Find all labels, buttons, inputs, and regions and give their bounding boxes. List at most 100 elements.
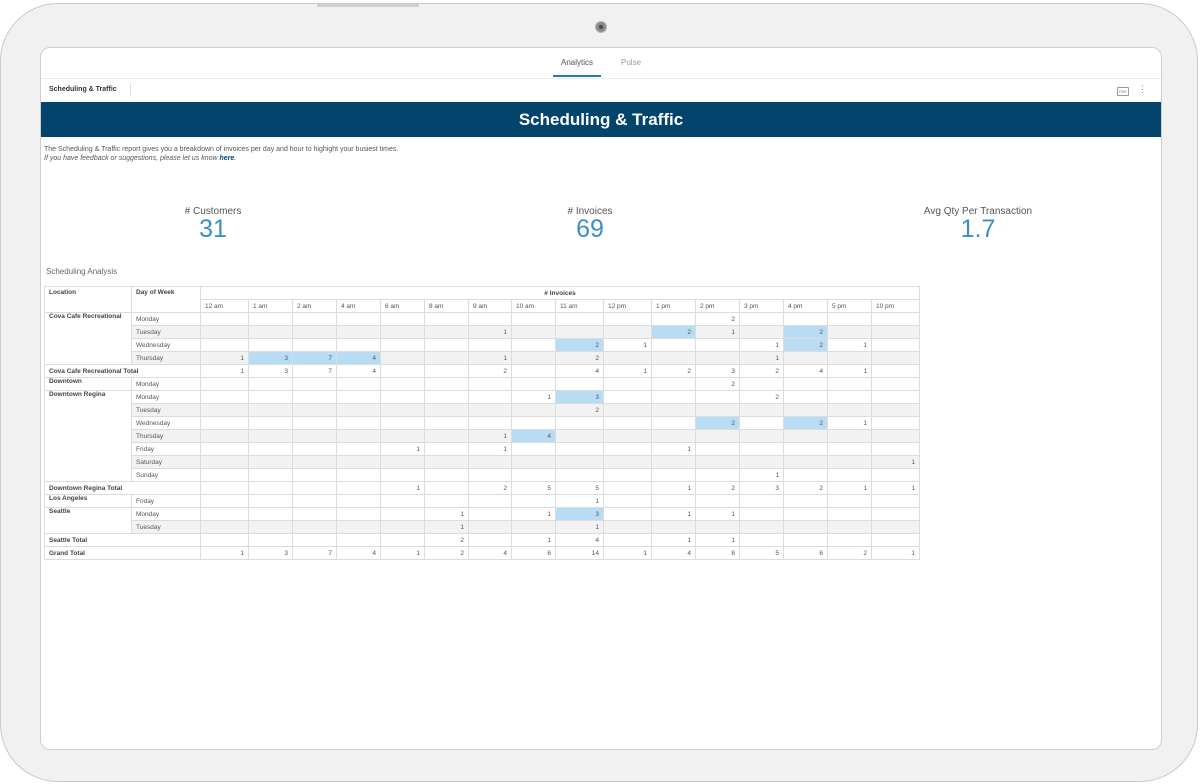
value-cell bbox=[336, 429, 381, 443]
value-cell bbox=[200, 468, 249, 482]
value-cell bbox=[827, 390, 872, 404]
table-row: Thursday 1 4 bbox=[45, 429, 920, 443]
value-cell bbox=[651, 416, 696, 430]
hour-header: 10 am bbox=[511, 299, 556, 313]
value-cell bbox=[248, 494, 293, 508]
value-cell bbox=[424, 468, 469, 482]
value-cell bbox=[651, 390, 696, 404]
value-cell bbox=[651, 494, 696, 508]
table-row: Wednesday 2 1 1 2 1 bbox=[45, 338, 920, 352]
subtotal-cell bbox=[871, 533, 920, 547]
value-cell bbox=[336, 468, 381, 482]
feedback-link[interactable]: here bbox=[219, 155, 235, 162]
value-cell bbox=[511, 403, 556, 417]
value-cell bbox=[783, 455, 828, 469]
value-cell bbox=[380, 455, 425, 469]
value-cell bbox=[651, 520, 696, 534]
value-cell bbox=[871, 351, 920, 365]
value-cell bbox=[651, 455, 696, 469]
value-cell bbox=[511, 312, 556, 326]
value-cell bbox=[783, 468, 828, 482]
value-cell bbox=[555, 455, 604, 469]
value-cell bbox=[739, 312, 784, 326]
subtotal-cell bbox=[424, 481, 469, 495]
grand-total-row: Grand Total 1 3 7 4 1 2 4 6 14 1 4 8 5 6 2 1 bbox=[44, 546, 920, 560]
subtotal-cell bbox=[603, 481, 652, 495]
subtotal-cell: 1 bbox=[827, 481, 872, 495]
subtotal-cell: 2 bbox=[739, 364, 784, 378]
grand-total-cell: 3 bbox=[248, 546, 293, 560]
pdf-icon[interactable]: PDF bbox=[1117, 87, 1129, 96]
value-cell bbox=[380, 338, 425, 352]
measure-header: # Invoices bbox=[200, 286, 920, 300]
subtotal-cell: 1 bbox=[603, 364, 652, 378]
report-tab-title[interactable]: Scheduling & Traffic bbox=[49, 86, 117, 93]
subtotal-cell bbox=[380, 364, 425, 378]
value-cell: 1 bbox=[511, 390, 556, 404]
value-cell bbox=[380, 325, 425, 339]
value-cell: 2 bbox=[695, 377, 740, 391]
value-cell bbox=[783, 377, 828, 391]
value-cell bbox=[827, 325, 872, 339]
value-cell bbox=[739, 520, 784, 534]
grand-total-cell: 8 bbox=[695, 546, 740, 560]
grand-total-label: Grand Total bbox=[44, 546, 201, 560]
value-cell: 1 bbox=[651, 507, 696, 521]
value-cell bbox=[200, 390, 249, 404]
kpi-customers: # Customers 31 bbox=[123, 206, 303, 242]
value-cell bbox=[292, 429, 337, 443]
subtotal-cell bbox=[248, 481, 293, 495]
value-cell bbox=[555, 325, 604, 339]
value-cell bbox=[827, 442, 872, 456]
subtotal-label: Seattle Total bbox=[44, 533, 201, 547]
hour-header: 11 am bbox=[555, 299, 604, 313]
value-cell bbox=[292, 312, 337, 326]
day-cell: Wednesday bbox=[131, 416, 201, 430]
value-cell bbox=[603, 442, 652, 456]
value-cell: 1 bbox=[555, 494, 604, 508]
value-cell bbox=[827, 429, 872, 443]
camera-icon bbox=[595, 21, 607, 33]
value-cell bbox=[827, 494, 872, 508]
subtotal-cell bbox=[603, 533, 652, 547]
kpi-label: Avg Qty Per Transaction bbox=[923, 206, 1033, 217]
value-cell bbox=[380, 416, 425, 430]
subtotal-cell: 4 bbox=[555, 364, 604, 378]
location-cell: Cova Cafe Recreational bbox=[44, 312, 132, 365]
value-cell: 1 bbox=[511, 507, 556, 521]
description-text: The Scheduling & Traffic report gives yo… bbox=[44, 146, 399, 153]
value-cell bbox=[380, 377, 425, 391]
value-cell bbox=[739, 416, 784, 430]
value-cell bbox=[603, 377, 652, 391]
value-cell: 2 bbox=[783, 338, 828, 352]
subtotal-cell: 3 bbox=[248, 364, 293, 378]
subtotal-cell: 7 bbox=[292, 364, 337, 378]
subtotal-cell: 5 bbox=[555, 481, 604, 495]
tablet-power-button bbox=[317, 4, 419, 7]
value-cell bbox=[424, 416, 469, 430]
tab-analytics[interactable]: Analytics bbox=[553, 58, 602, 77]
day-cell: Monday bbox=[131, 390, 201, 404]
location-cell: Downtown Regina bbox=[44, 390, 132, 482]
value-cell bbox=[603, 325, 652, 339]
value-cell bbox=[336, 507, 381, 521]
value-cell bbox=[292, 403, 337, 417]
value-cell bbox=[739, 455, 784, 469]
day-cell: Monday bbox=[131, 507, 201, 521]
table-row: Cova Cafe Recreational Monday 2 bbox=[44, 312, 920, 365]
hour-header: 3 pm bbox=[739, 299, 784, 313]
subtotal-cell: 1 bbox=[380, 481, 425, 495]
location-cell: Seattle bbox=[44, 507, 132, 534]
tab-pulse[interactable]: Pulse bbox=[621, 58, 642, 67]
value-cell: 2 bbox=[651, 325, 696, 339]
value-cell bbox=[827, 403, 872, 417]
value-cell bbox=[336, 377, 381, 391]
value-cell bbox=[200, 403, 249, 417]
more-vertical-icon[interactable]: ⋮ bbox=[1138, 84, 1147, 94]
value-cell: 1 bbox=[555, 520, 604, 534]
value-cell bbox=[336, 390, 381, 404]
day-cell: Tuesday bbox=[131, 325, 201, 339]
subtotal-cell: 1 bbox=[651, 481, 696, 495]
value-cell bbox=[248, 520, 293, 534]
value-cell bbox=[603, 494, 652, 508]
